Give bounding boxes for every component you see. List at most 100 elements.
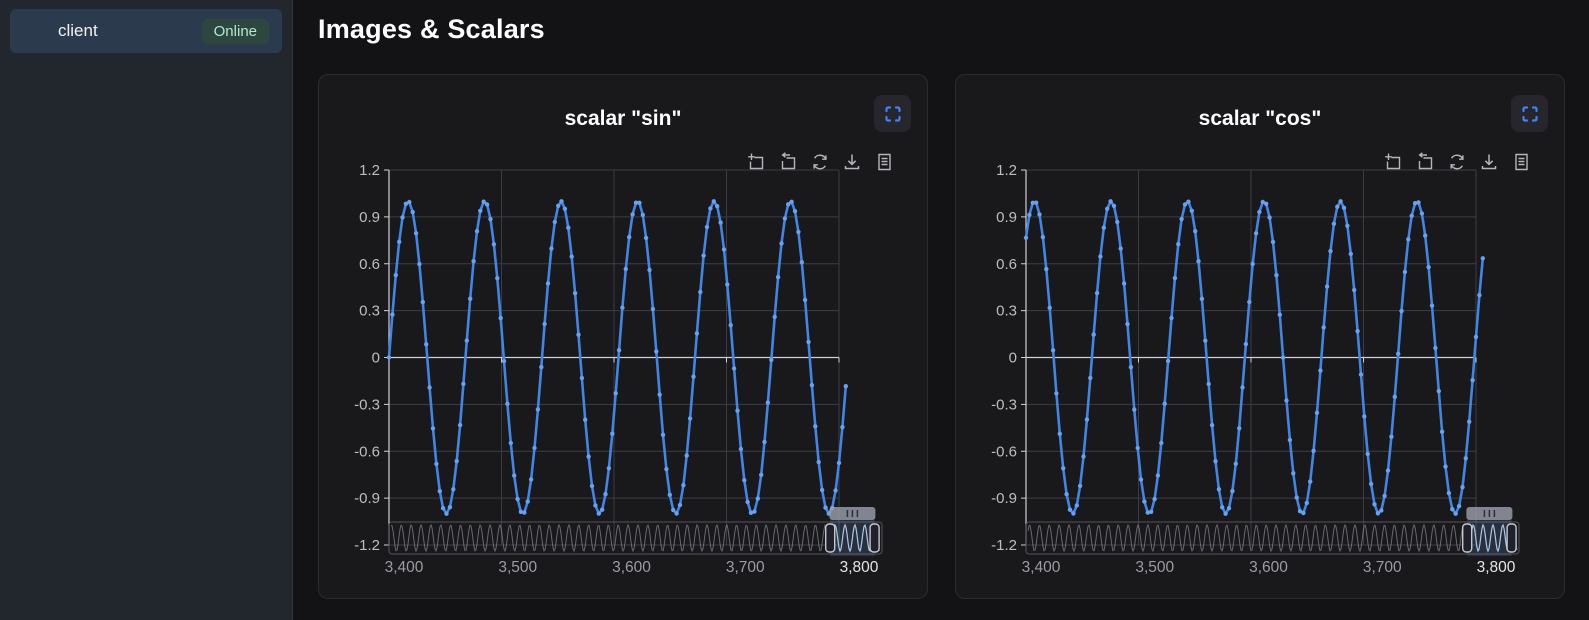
data-point: [1324, 284, 1330, 289]
data-point: [539, 364, 544, 370]
data-point: [779, 241, 784, 246]
data-point: [1270, 239, 1276, 245]
data-point: [447, 505, 453, 510]
data-point: [1412, 201, 1418, 206]
datazoom-window[interactable]: [1467, 520, 1512, 556]
zoom-reset-icon[interactable]: [777, 151, 798, 172]
fullscreen-expand-icon: [1521, 105, 1538, 122]
data-point: [1318, 368, 1323, 373]
data-point: [755, 496, 760, 501]
data-point: [1352, 287, 1357, 293]
data-point: [731, 366, 737, 371]
data-point: [525, 499, 530, 504]
y-tick-label: 0.3: [359, 303, 380, 320]
data-point: [1115, 219, 1120, 225]
data-point: [518, 509, 524, 514]
data-point: [1084, 417, 1090, 422]
box-select-zoom-icon[interactable]: [745, 151, 766, 172]
minimap-waveform: [390, 523, 881, 553]
zoom-reset-icon[interactable]: [1414, 151, 1435, 172]
y-tick-label: 0.3: [996, 303, 1017, 320]
data-point: [569, 254, 574, 259]
data-point: [1176, 242, 1181, 247]
data-point: [674, 511, 679, 516]
y-tick-label: -0.3: [991, 396, 1017, 413]
data-point: [819, 487, 825, 493]
data-point: [1365, 451, 1370, 457]
data-point: [671, 507, 676, 513]
data-point: [501, 358, 507, 364]
save-image-icon[interactable]: [1478, 151, 1499, 172]
data-point: [657, 392, 662, 397]
data-point: [775, 274, 781, 280]
series-line-cos: [1024, 200, 1485, 515]
data-point: [420, 299, 425, 305]
chart-toolbar: [745, 151, 894, 172]
minimap-waveform-selected: [1466, 523, 1513, 553]
data-point: [796, 229, 801, 235]
data-point: [1081, 454, 1086, 459]
x-tick-label: 3,700: [1363, 559, 1402, 576]
data-point: [1304, 500, 1309, 506]
data-point: [725, 282, 730, 287]
data-point: [556, 203, 561, 208]
data-point: [1027, 212, 1032, 217]
data-view-icon[interactable]: [1510, 151, 1531, 172]
data-point: [440, 506, 446, 511]
data-point: [840, 425, 845, 430]
data-point: [1379, 508, 1384, 513]
data-view-icon[interactable]: [873, 151, 894, 172]
data-point: [1142, 499, 1147, 504]
data-point: [461, 381, 466, 387]
data-point: [1419, 211, 1425, 216]
data-point: [701, 253, 706, 258]
data-point: [1311, 448, 1316, 453]
data-point: [715, 204, 720, 209]
data-point: [606, 466, 612, 471]
expand-button[interactable]: [1511, 95, 1548, 132]
data-point: [1308, 479, 1313, 484]
datazoom-handle-right[interactable]: [1506, 523, 1517, 553]
data-point: [1111, 203, 1117, 209]
data-point: [1162, 401, 1167, 406]
datazoom-track[interactable]: [388, 521, 883, 555]
data-point: [1243, 341, 1249, 347]
datazoom-track[interactable]: [1025, 521, 1520, 555]
datazoom-handle-left[interactable]: [825, 523, 836, 553]
chart-canvas-cos[interactable]: 1.2 0.9 0.6 0.3 0 -0.3 -0.6 -0.9 -1.2 3,400 3,500 3…: [956, 75, 1566, 600]
data-point: [1037, 212, 1042, 217]
data-point: [660, 432, 666, 437]
data-point: [417, 261, 422, 267]
sidebar-item-client[interactable]: client Online: [10, 9, 282, 53]
data-point: [718, 220, 723, 225]
data-point: [1385, 468, 1391, 473]
save-image-icon[interactable]: [841, 151, 862, 172]
data-point: [528, 477, 534, 482]
data-point: [1067, 507, 1073, 512]
expand-button[interactable]: [874, 95, 911, 132]
restore-icon[interactable]: [809, 151, 830, 172]
data-point: [1362, 414, 1367, 419]
data-point: [1077, 483, 1083, 489]
data-point: [630, 212, 635, 217]
data-point: [1209, 423, 1215, 428]
x-tick-label: 3,400: [1022, 559, 1061, 576]
data-point: [792, 209, 798, 214]
data-point: [620, 305, 625, 310]
data-point: [1277, 312, 1282, 317]
data-point: [1429, 303, 1435, 308]
data-point: [1216, 487, 1222, 492]
data-point: [1375, 511, 1381, 516]
box-select-zoom-icon[interactable]: [1382, 151, 1403, 172]
data-point: [603, 492, 608, 497]
data-point: [1138, 477, 1144, 482]
restore-icon[interactable]: [1446, 151, 1467, 172]
datazoom-handle-right[interactable]: [869, 523, 880, 553]
chart-canvas-sin[interactable]: 1.2 0.9 0.6 0.3 0 -0.3 -0.6 -0.9 -1.2 3,400 3,500 3…: [319, 75, 929, 600]
datazoom-handle-left[interactable]: [1462, 523, 1473, 553]
data-point: [562, 206, 568, 211]
data-point: [1294, 495, 1299, 500]
data-point: [1193, 229, 1198, 234]
data-point: [816, 459, 821, 465]
data-point: [1108, 199, 1113, 204]
